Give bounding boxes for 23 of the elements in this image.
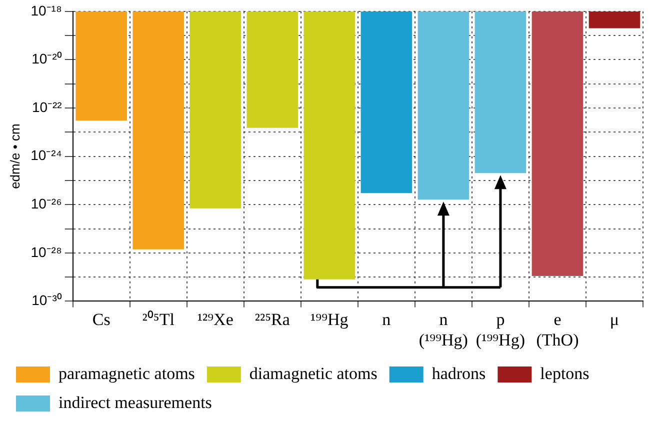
y-tick-label: 10⁻¹⁸ xyxy=(30,2,62,18)
x-tick-label: Cs xyxy=(92,310,110,329)
x-tick-label: ¹²⁹Xe xyxy=(197,310,234,329)
y-tick-label: 10⁻²⁰ xyxy=(32,50,62,67)
x-tick-label: μ xyxy=(610,310,620,329)
legend-label: paramagnetic atoms xyxy=(58,364,195,383)
x-tick-label: ²⁰⁵Tl xyxy=(142,310,175,329)
y-tick-label: 10⁻³⁰ xyxy=(32,292,62,308)
legend-label: leptons xyxy=(540,364,590,383)
x-tick-label: ²²⁵Ra xyxy=(254,310,290,329)
y-axis-title: edm/e • cm xyxy=(7,124,22,189)
y-tick-label: 10⁻²⁴ xyxy=(30,147,62,164)
x-tick-label: ¹⁹⁹Hg xyxy=(310,310,349,329)
x-tick-label: p (¹⁹⁹Hg) xyxy=(476,310,525,350)
x-tick-label: n xyxy=(382,310,392,329)
y-tick-label: 10⁻²⁶ xyxy=(30,195,62,212)
x-tick-label: n (¹⁹⁹Hg) xyxy=(418,310,468,350)
legend-label: indirect measurements xyxy=(58,392,212,412)
y-tick-label: 10⁻²⁸ xyxy=(30,244,62,260)
y-tick-label: 10⁻²² xyxy=(32,98,62,115)
legend-label: hadrons xyxy=(432,364,486,383)
x-tick-label: e (ThO) xyxy=(536,310,579,350)
legend-label: diamagnetic atoms xyxy=(249,364,378,383)
